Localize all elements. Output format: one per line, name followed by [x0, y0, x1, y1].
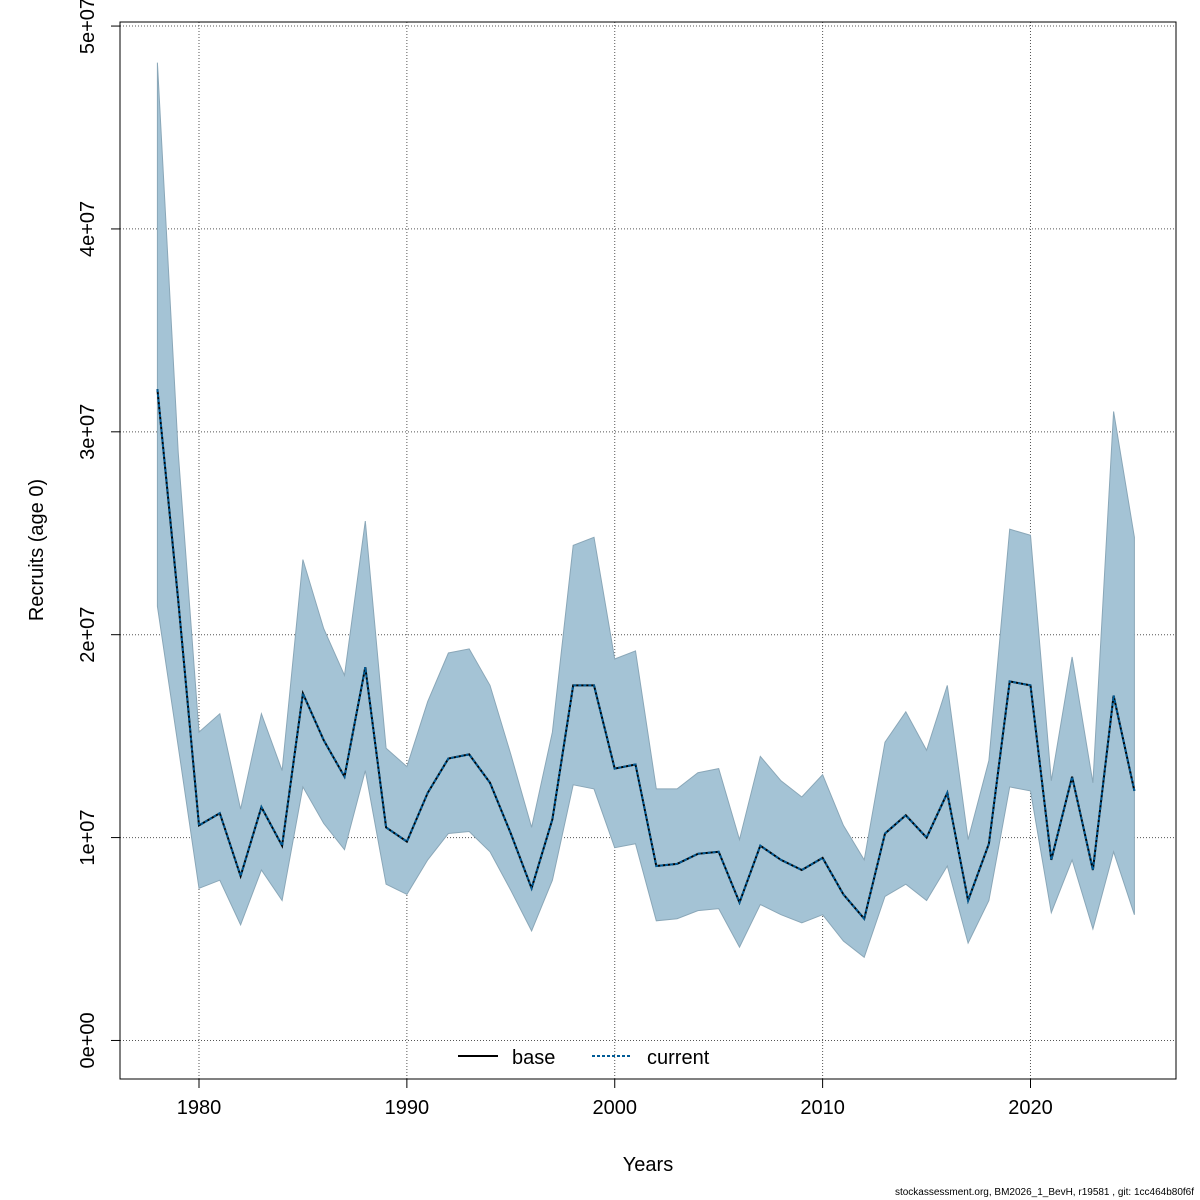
confidence-band — [156, 62, 1135, 959]
y-tick-label: 4e+07 — [77, 201, 99, 257]
y-tick-label: 5e+07 — [77, 0, 99, 54]
series-line-current — [156, 389, 1136, 921]
x-tick-label: 2000 — [592, 1097, 637, 1119]
x-axis-title: Years — [623, 1154, 673, 1176]
y-tick-label: 1e+07 — [77, 809, 99, 865]
y-tick-label: 3e+07 — [77, 404, 99, 460]
x-axis: 1980 1990 2000 2010 2020 — [177, 1079, 1053, 1119]
x-tick-label: 2020 — [1008, 1097, 1053, 1119]
legend-label-current: current — [647, 1047, 710, 1069]
grid-lines — [120, 22, 1176, 1079]
y-tick-label: 0e+00 — [77, 1012, 99, 1068]
x-tick-label: 1990 — [385, 1097, 430, 1119]
footer-caption: stockassessment.org, BM2026_1_BevH, r195… — [894, 1187, 1194, 1198]
legend-label-base: base — [512, 1047, 555, 1069]
y-tick-label: 2e+07 — [77, 607, 99, 663]
x-tick-label: 2010 — [800, 1097, 845, 1119]
legend: base current — [458, 1047, 710, 1069]
y-axis-title: Recruits (age 0) — [26, 479, 48, 621]
series-lines-group — [156, 389, 1136, 921]
x-tick-label: 1980 — [177, 1097, 222, 1119]
plot-frame — [119, 21, 1177, 1080]
y-axis: 0e+00 1e+07 2e+07 3e+07 4e+07 5e+07 — [77, 0, 120, 1069]
confidence-band-group — [156, 62, 1135, 959]
